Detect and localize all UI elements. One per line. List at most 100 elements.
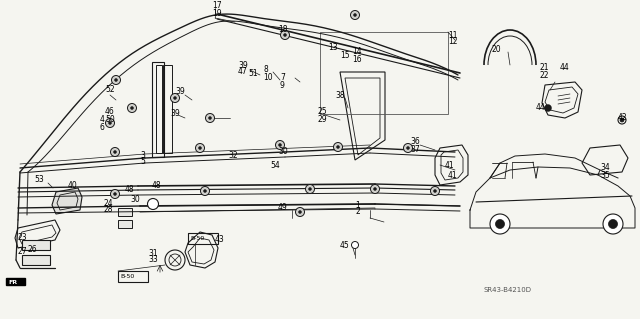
Polygon shape	[6, 278, 25, 285]
Bar	[118, 271, 148, 282]
Circle shape	[620, 118, 624, 122]
Text: 4: 4	[100, 115, 105, 124]
Circle shape	[308, 188, 312, 190]
Text: 12: 12	[448, 38, 458, 47]
Text: 29: 29	[318, 115, 328, 124]
Circle shape	[433, 189, 436, 192]
Circle shape	[371, 184, 380, 194]
Text: 31: 31	[148, 249, 157, 257]
Text: 25: 25	[318, 108, 328, 116]
Text: SR43-B4210D: SR43-B4210D	[484, 287, 532, 293]
Text: 23: 23	[18, 234, 28, 242]
Circle shape	[173, 97, 177, 100]
Text: 44: 44	[536, 103, 546, 113]
Text: 39: 39	[175, 87, 185, 97]
Circle shape	[147, 198, 159, 210]
Circle shape	[115, 78, 118, 81]
Circle shape	[280, 31, 289, 40]
Text: 5: 5	[140, 158, 145, 167]
Circle shape	[374, 188, 376, 190]
Text: 27: 27	[18, 248, 28, 256]
Circle shape	[431, 187, 440, 196]
Text: 15: 15	[340, 50, 349, 60]
Circle shape	[111, 76, 120, 85]
Bar	[320, 32, 448, 114]
Text: 53: 53	[34, 175, 44, 184]
Text: B-50: B-50	[190, 236, 204, 241]
Circle shape	[209, 116, 211, 120]
Text: 38: 38	[335, 91, 344, 100]
Text: 48: 48	[125, 186, 134, 195]
Text: 43: 43	[215, 235, 225, 244]
Text: 22: 22	[540, 71, 550, 80]
Text: 44: 44	[560, 63, 570, 72]
Text: 8: 8	[263, 65, 268, 75]
Bar	[118, 208, 132, 216]
Text: 49: 49	[278, 203, 288, 211]
Circle shape	[545, 105, 552, 112]
Text: 11: 11	[448, 31, 458, 40]
Text: 32: 32	[228, 151, 237, 160]
Bar	[163, 65, 172, 153]
Text: 17: 17	[212, 2, 221, 11]
Text: 26: 26	[28, 246, 38, 255]
Text: 33: 33	[148, 256, 157, 264]
Circle shape	[353, 13, 356, 17]
Text: 35: 35	[600, 170, 610, 180]
Text: 42: 42	[618, 114, 628, 122]
Circle shape	[337, 145, 339, 149]
Circle shape	[106, 118, 115, 128]
Circle shape	[113, 192, 116, 196]
Circle shape	[278, 144, 282, 146]
Text: 20: 20	[492, 46, 502, 55]
Circle shape	[351, 241, 358, 249]
Text: 36: 36	[410, 137, 420, 146]
Circle shape	[131, 107, 134, 109]
Text: 51: 51	[248, 69, 258, 78]
Bar	[156, 65, 162, 153]
Circle shape	[333, 143, 342, 152]
Circle shape	[205, 114, 214, 122]
Text: 10: 10	[263, 72, 273, 81]
Circle shape	[351, 11, 360, 19]
Circle shape	[495, 219, 504, 228]
Text: 2: 2	[355, 207, 360, 217]
Text: 13: 13	[328, 43, 338, 53]
Text: 39: 39	[170, 108, 180, 117]
Text: 41: 41	[445, 160, 454, 169]
Text: 14: 14	[352, 48, 362, 56]
Text: 9: 9	[280, 80, 285, 90]
Circle shape	[406, 146, 410, 150]
Circle shape	[198, 146, 202, 150]
Text: 1: 1	[355, 201, 360, 210]
Text: 30: 30	[130, 196, 140, 204]
Bar	[22, 240, 50, 250]
Circle shape	[113, 151, 116, 153]
Text: 45: 45	[340, 241, 349, 250]
Text: 6: 6	[100, 123, 105, 132]
Circle shape	[195, 144, 205, 152]
Text: B-50: B-50	[120, 273, 134, 278]
Text: 48: 48	[152, 181, 162, 189]
Circle shape	[284, 33, 287, 36]
Text: 18: 18	[278, 26, 287, 34]
Text: 19: 19	[212, 9, 221, 18]
Circle shape	[305, 184, 314, 194]
Circle shape	[490, 214, 510, 234]
Text: 24: 24	[103, 198, 113, 207]
Text: 7: 7	[280, 73, 285, 83]
Text: 16: 16	[352, 56, 362, 64]
Text: 34: 34	[600, 164, 610, 173]
Circle shape	[170, 93, 179, 102]
Text: FR: FR	[8, 279, 17, 285]
Circle shape	[603, 214, 623, 234]
Circle shape	[111, 189, 120, 198]
Text: 52: 52	[105, 85, 115, 94]
Text: 30: 30	[278, 147, 288, 157]
Text: 37: 37	[410, 145, 420, 153]
Circle shape	[200, 187, 209, 196]
Text: 47: 47	[238, 68, 248, 77]
Circle shape	[204, 189, 207, 192]
Circle shape	[127, 103, 136, 113]
Bar	[22, 255, 50, 265]
